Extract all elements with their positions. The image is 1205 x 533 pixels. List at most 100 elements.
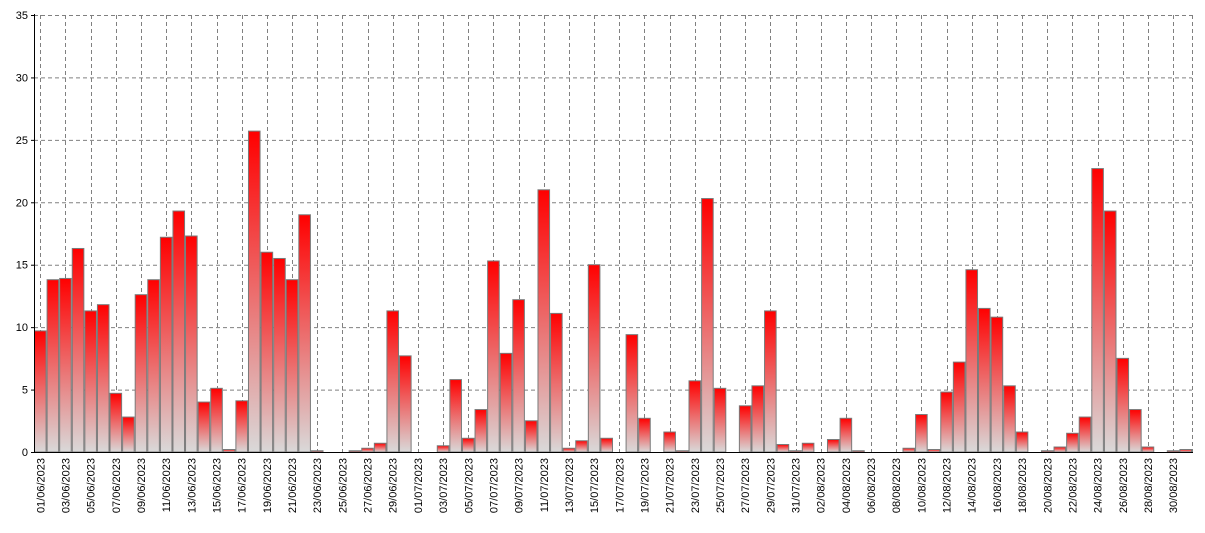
bar <box>764 310 777 453</box>
bar <box>940 391 953 453</box>
x-tick-label: 23/07/2023 <box>690 458 702 513</box>
x-tick-label: 08/08/2023 <box>891 458 903 513</box>
x-tick-label: 01/07/2023 <box>413 458 425 513</box>
y-tick-labels: 0 5 10 15 20 25 30 35 <box>16 10 28 459</box>
bar <box>84 310 97 453</box>
axes <box>31 14 1193 453</box>
x-tick-label: 12/08/2023 <box>942 458 954 513</box>
bar <box>587 264 601 453</box>
bar <box>197 401 211 453</box>
x-tick-labels: 01/06/2023 03/06/2023 05/06/2023 07/06/2023… <box>35 458 1180 513</box>
y-tick-label: 25 <box>16 135 28 147</box>
x-tick-label: 05/07/2023 <box>463 458 475 513</box>
bar <box>499 352 513 453</box>
x-tick-label: 01/06/2023 <box>35 458 47 513</box>
bar <box>801 442 815 453</box>
y-tick-label: 10 <box>16 322 28 334</box>
bar <box>1179 449 1193 453</box>
bar <box>1129 409 1142 453</box>
x-tick-label: 07/06/2023 <box>111 458 123 513</box>
bar <box>562 447 576 453</box>
x-tick-label: 03/06/2023 <box>60 458 72 513</box>
x-tick-label: 21/06/2023 <box>287 458 299 513</box>
bar <box>109 392 123 453</box>
bar <box>927 449 941 453</box>
x-tick-label: 25/06/2023 <box>337 458 349 513</box>
bar <box>474 409 488 453</box>
bar <box>373 442 387 453</box>
x-tick-label: 23/06/2023 <box>312 458 324 513</box>
x-tick-label: 31/07/2023 <box>791 458 803 513</box>
y-tick-label: 35 <box>16 10 28 22</box>
bar <box>1116 357 1130 453</box>
bar <box>713 387 727 453</box>
x-tick-label: 30/08/2023 <box>1168 458 1180 513</box>
bar <box>952 361 966 453</box>
bar <box>361 447 374 453</box>
bar <box>738 405 752 453</box>
bar <box>34 330 47 453</box>
bars <box>34 130 1193 453</box>
bar <box>789 450 802 453</box>
bar <box>701 198 714 453</box>
x-tick-label: 18/08/2023 <box>1017 458 1029 513</box>
bar <box>172 210 186 453</box>
bar <box>1040 450 1054 453</box>
bar <box>600 437 613 453</box>
y-tick-label: 20 <box>16 197 28 209</box>
bar <box>159 236 173 453</box>
bar <box>638 417 651 453</box>
bar <box>902 447 916 453</box>
x-tick-label: 04/08/2023 <box>841 458 853 513</box>
bar <box>575 440 588 453</box>
bar <box>298 214 311 453</box>
bar <box>134 294 148 453</box>
bar <box>449 379 462 453</box>
bar <box>235 400 248 453</box>
x-tick-label: 27/07/2023 <box>740 458 752 513</box>
x-tick-label: 13/06/2023 <box>186 458 198 513</box>
bar <box>1003 385 1016 453</box>
bar <box>260 251 274 453</box>
bar <box>537 189 551 453</box>
bar <box>273 257 286 453</box>
bar <box>71 247 85 453</box>
x-tick-label: 11/06/2023 <box>161 458 173 512</box>
bar <box>247 130 261 453</box>
bar <box>915 414 928 453</box>
bar <box>524 420 538 453</box>
bar <box>1091 168 1104 453</box>
y-tick-label: 30 <box>16 72 28 84</box>
x-tick-label: 13/07/2023 <box>564 458 576 513</box>
bar <box>990 316 1004 453</box>
x-tick-label: 22/08/2023 <box>1067 458 1079 513</box>
bar <box>1053 446 1067 453</box>
x-tick-label: 26/08/2023 <box>1118 458 1130 513</box>
bar <box>826 439 840 453</box>
x-tick-label: 24/08/2023 <box>1093 458 1105 513</box>
bar <box>625 334 639 453</box>
bar <box>399 355 412 453</box>
y-tick-label: 15 <box>16 260 28 272</box>
bar <box>776 444 790 453</box>
bar <box>461 437 475 453</box>
x-tick-label: 17/06/2023 <box>237 458 249 513</box>
bar <box>663 431 676 453</box>
bar <box>1066 432 1079 453</box>
x-tick-label: 27/06/2023 <box>363 458 375 513</box>
x-tick-label: 14/08/2023 <box>967 458 979 513</box>
bar <box>59 277 72 453</box>
x-tick-label: 06/08/2023 <box>866 458 878 513</box>
bar <box>46 279 60 453</box>
x-tick-label: 16/08/2023 <box>992 458 1004 513</box>
bar <box>675 450 689 453</box>
bar <box>210 387 223 453</box>
x-tick-label: 25/07/2023 <box>715 458 727 513</box>
x-tick-label: 15/06/2023 <box>212 458 224 513</box>
bar <box>122 416 135 453</box>
x-tick-label: 29/07/2023 <box>765 458 777 513</box>
x-tick-label: 09/07/2023 <box>514 458 526 513</box>
bar <box>1103 210 1117 453</box>
x-tick-label: 11/07/2023 <box>539 458 551 512</box>
